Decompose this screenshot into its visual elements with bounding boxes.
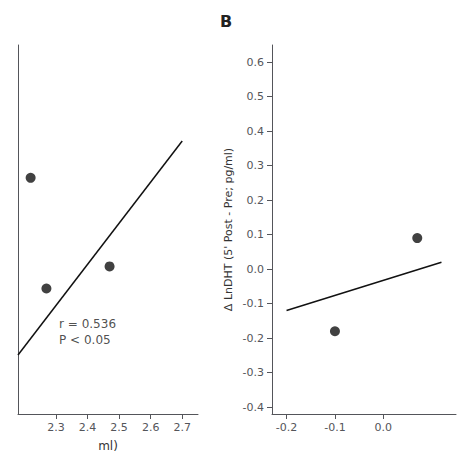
svg-text:0.5: 0.5 bbox=[247, 90, 265, 103]
svg-text:-0.4: -0.4 bbox=[243, 401, 264, 414]
svg-text:0.0: 0.0 bbox=[247, 263, 265, 276]
svg-text:0.1: 0.1 bbox=[247, 228, 265, 241]
svg-text:B: B bbox=[220, 12, 232, 31]
svg-text:0.3: 0.3 bbox=[247, 159, 265, 172]
svg-text:r = 0.536: r = 0.536 bbox=[59, 317, 116, 331]
svg-text:-0.2: -0.2 bbox=[243, 332, 264, 345]
svg-text:-0.1: -0.1 bbox=[243, 297, 264, 310]
svg-text:-0.2: -0.2 bbox=[276, 421, 297, 434]
svg-text:2.5: 2.5 bbox=[110, 421, 128, 434]
svg-text:2.6: 2.6 bbox=[142, 421, 160, 434]
svg-text:2.4: 2.4 bbox=[79, 421, 97, 434]
svg-text:Δ LnDHT (5' Post - Pre; pg/ml): Δ LnDHT (5' Post - Pre; pg/ml) bbox=[222, 148, 235, 311]
svg-text:0.2: 0.2 bbox=[247, 194, 265, 207]
svg-text:0.6: 0.6 bbox=[247, 56, 265, 69]
svg-text:-0.1: -0.1 bbox=[324, 421, 345, 434]
svg-text:P < 0.05: P < 0.05 bbox=[59, 333, 111, 347]
svg-text:2.7: 2.7 bbox=[173, 421, 191, 434]
svg-text:ml): ml) bbox=[98, 439, 118, 453]
svg-text:2.3: 2.3 bbox=[47, 421, 65, 434]
svg-text:-0.3: -0.3 bbox=[243, 366, 264, 379]
svg-text:0.4: 0.4 bbox=[247, 125, 265, 138]
svg-text:0.0: 0.0 bbox=[375, 421, 393, 434]
